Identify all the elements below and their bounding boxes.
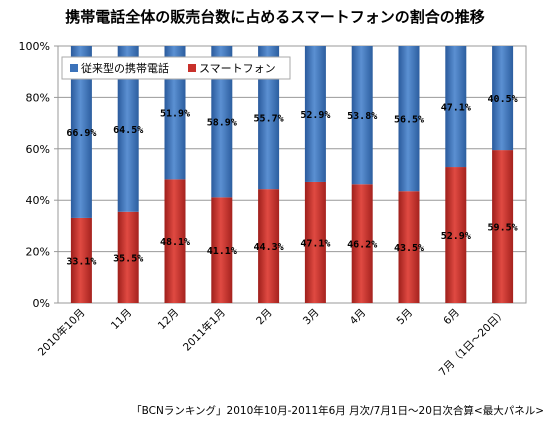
bar-feature-phone [117, 46, 139, 212]
data-label-feature-phone: 53.8% [347, 111, 377, 122]
x-tick-label: 4月 [348, 307, 369, 328]
data-label-smartphone: 52.9% [441, 231, 471, 242]
data-label-feature-phone: 64.5% [113, 125, 143, 136]
y-tick-label: 60% [26, 143, 50, 156]
data-label-feature-phone: 52.9% [300, 110, 330, 121]
x-tick-label: 2011年1月 [180, 306, 228, 354]
y-axis: 0% 20% 40% 60% 80% 100% [19, 40, 58, 310]
y-tick-label: 0% [33, 297, 50, 310]
data-label-smartphone: 47.1% [300, 238, 330, 249]
bar-feature-phone [211, 46, 233, 198]
bar-smartphone [258, 189, 280, 303]
bar-feature-phone [70, 46, 92, 218]
data-labels: 33.1% 66.9% 35.5% 64.5% 48.1% 51.9% 41.1% 58.9%… [66, 94, 517, 267]
bar-smartphone [211, 197, 233, 303]
y-tick-label: 20% [26, 246, 50, 259]
x-tick-label: 5月 [394, 307, 415, 328]
x-tick-label: 3月 [301, 307, 322, 328]
data-label-feature-phone: 56.5% [394, 115, 424, 126]
data-label-smartphone: 41.1% [207, 246, 237, 257]
data-label-feature-phone: 51.9% [160, 109, 190, 120]
chart-title: 携帯電話全体の販売台数に占めるスマートフォンの割合の推移 [65, 8, 485, 26]
data-label-feature-phone: 40.5% [488, 94, 518, 105]
bar-smartphone [164, 179, 186, 303]
data-label-smartphone: 59.5% [488, 223, 518, 234]
data-label-feature-phone: 55.7% [254, 114, 284, 125]
bar-smartphone [492, 150, 514, 303]
bar-feature-phone [258, 46, 280, 190]
bar-smartphone [398, 191, 420, 303]
legend: 従来型の携帯電話 スマートフォン [61, 56, 291, 80]
y-tick-label: 80% [26, 91, 50, 104]
data-label-smartphone: 33.1% [66, 256, 96, 267]
data-label-smartphone: 43.5% [394, 243, 424, 254]
legend-label: 従来型の携帯電話 [81, 61, 169, 75]
x-axis: 2010年10月 11月 12月 2011年1月 2月 3月 4月 5月 6月7月（1日～20日… [35, 306, 509, 379]
legend-swatch [70, 64, 78, 72]
data-label-feature-phone: 66.9% [66, 128, 96, 139]
bar-smartphone [445, 167, 467, 303]
bar-smartphone [70, 217, 92, 303]
bars [70, 46, 514, 303]
data-label-smartphone: 48.1% [160, 237, 190, 248]
x-tick-label: 2月 [254, 307, 275, 328]
bar-smartphone [351, 184, 373, 303]
data-label-smartphone: 46.2% [347, 240, 377, 251]
data-label-feature-phone: 47.1% [441, 103, 471, 114]
legend-label: スマートフォン [199, 62, 276, 75]
x-tick-label: 6月 [441, 307, 462, 328]
bar-feature-phone [445, 46, 467, 168]
x-tick-label: 2010年10月 [35, 306, 87, 358]
bar-feature-phone [304, 46, 326, 182]
bar-feature-phone [492, 46, 514, 151]
legend-box [61, 56, 291, 80]
bar-feature-phone [398, 46, 420, 192]
bar-smartphone [117, 211, 139, 303]
legend-swatch [188, 64, 196, 72]
bar-feature-phone [351, 46, 373, 185]
bar-smartphone [304, 181, 326, 303]
data-label-smartphone: 35.5% [113, 253, 143, 264]
data-label-smartphone: 44.3% [254, 242, 284, 253]
data-label-feature-phone: 58.9% [207, 118, 237, 129]
x-tick-label: 12月 [156, 307, 181, 332]
y-tick-label: 40% [26, 194, 50, 207]
x-tick-label: 11月 [109, 307, 134, 332]
y-tick-label: 100% [19, 40, 50, 53]
chart-source-note: 「BCNランキング」2010年10月-2011年6月 月次/7月1日～20日次合… [131, 405, 544, 417]
